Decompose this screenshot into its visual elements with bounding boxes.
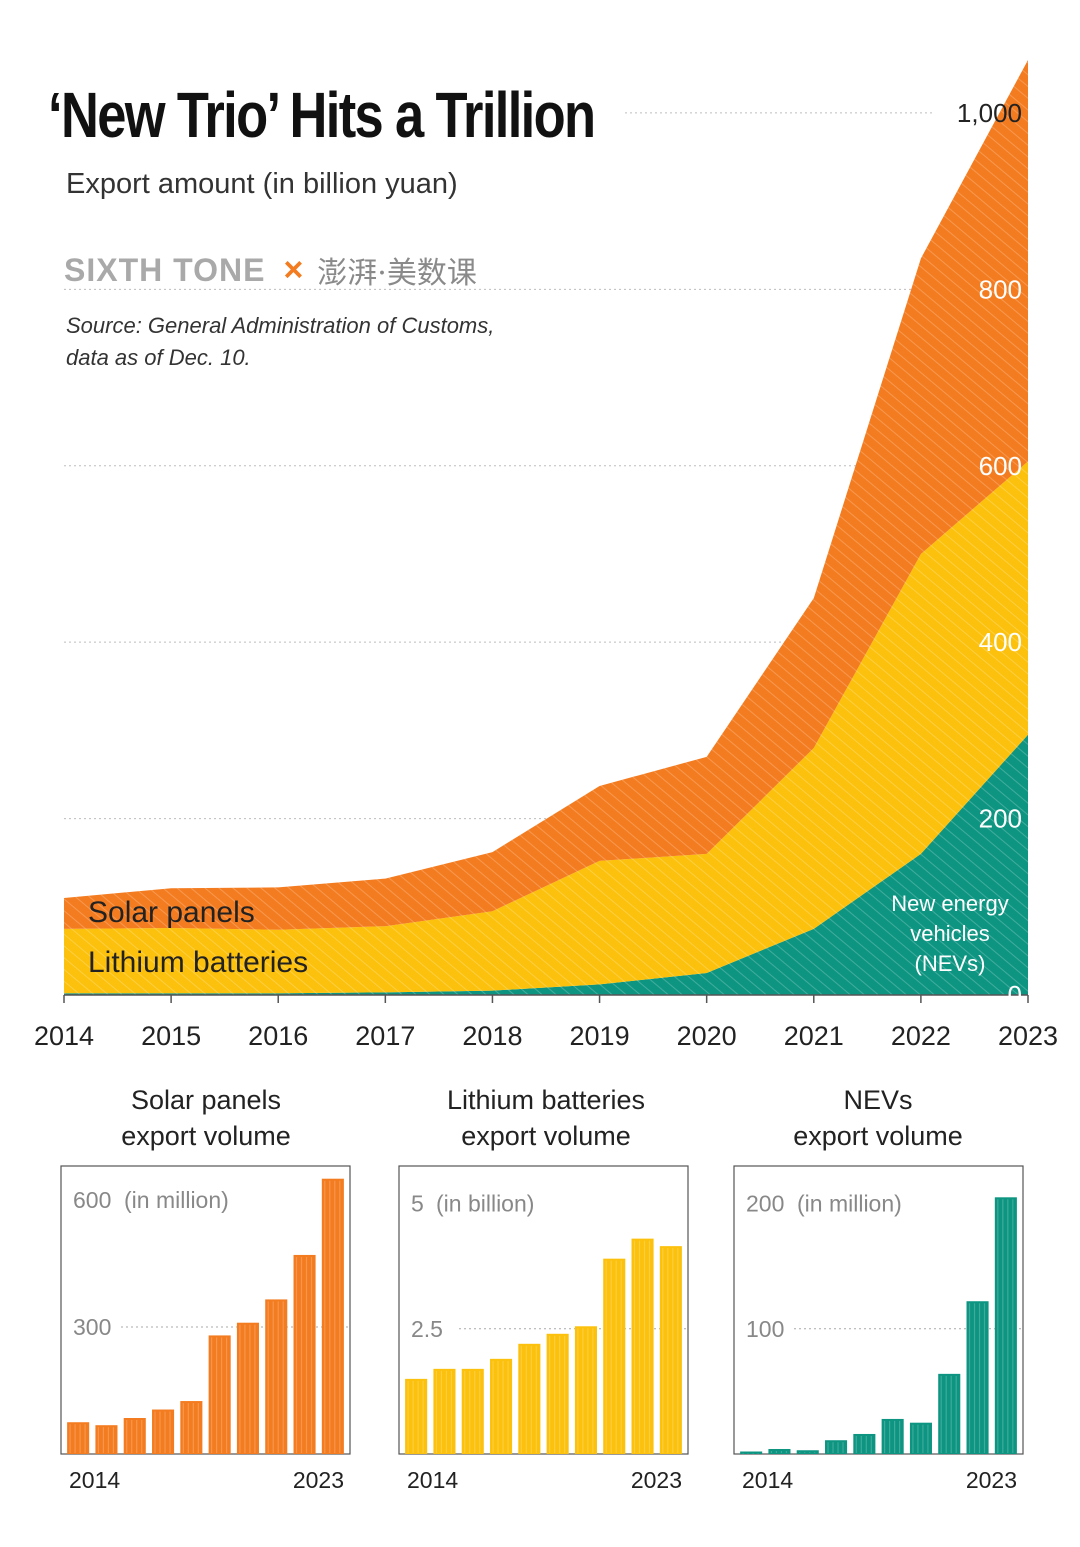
battery-volume-title: Lithium batteries export volume [396,1082,696,1154]
bar-2014 [740,1451,763,1454]
bar-2023 [321,1178,344,1454]
bar-2023 [659,1246,682,1454]
x-tick-2018: 2018 [462,1021,522,1051]
solar-volume-title: Solar panels export volume [56,1082,356,1154]
label-nev-line-2: vehicles [910,921,989,946]
bar-2022 [631,1238,654,1454]
nev-volume-bar-chart: 100 200 (in million) 2014 2023 [733,1165,1024,1493]
y-tick-600: 600 [73,1187,111,1213]
bar-2020 [574,1326,597,1454]
sixth-tone-logo: SIXTH TONE [64,251,266,288]
bar-2019 [546,1333,569,1454]
unit-label: (in billion) [436,1191,534,1217]
y-tick-100: 100 [746,1316,784,1342]
bar-2015 [95,1425,118,1454]
bar-2020 [236,1322,259,1454]
y-tick-600: 600 [979,451,1022,481]
bar-2015 [433,1368,456,1454]
bar-2019 [881,1418,904,1454]
x-tick-2015: 2015 [141,1021,201,1051]
x-tick-start: 2014 [407,1467,458,1493]
x-tick-2016: 2016 [248,1021,308,1051]
bar-2021 [603,1258,626,1454]
source-note: Source: General Administration of Custom… [66,310,494,374]
y-tick-0: 0 [1008,980,1022,1010]
battery-volume-title-line-2: export volume [461,1121,631,1151]
x-tick-2020: 2020 [677,1021,737,1051]
y-tick-labels: 0 200 400 600 800 1,000 [957,98,1022,1010]
chart-frame [733,1165,1024,1455]
solar-volume-title-line-1: Solar panels [130,1085,282,1115]
chart-subtitle: Export amount (in billion yuan) [66,168,458,200]
bar-2015 [768,1448,791,1454]
label-solar-panels: Solar panels [88,896,255,929]
brand-logos: SIXTH TONE × 澎湃·美数课 [64,248,477,292]
bar-2021 [938,1373,961,1454]
collab-x-icon: × [283,250,304,289]
battery-volume-bar-chart: 2.5 5 (in billion) 2014 2023 [398,1165,689,1493]
y-tick-300: 300 [73,1314,111,1340]
nev-volume-title-line-1: NEVs [843,1085,913,1115]
chart-frame [60,1165,351,1455]
x-tick-labels: 2014 2015 2016 2017 2018 2019 2020 2021 2022 2023 [34,995,1058,1051]
bar-2016 [123,1418,146,1454]
chart-title: ‘New Trio’ Hits a Trillion [48,79,596,151]
bar-2022 [293,1254,316,1454]
series-labels: Solar panels Lithium batteries New energy v… [88,891,1009,979]
x-tick-2022: 2022 [891,1021,951,1051]
y-tick-2-5: 2.5 [411,1316,443,1342]
nev-volume-title-line-2: export volume [793,1121,963,1151]
area-series [64,60,1028,996]
bar-2016 [461,1368,484,1454]
bar-2017 [825,1440,848,1454]
y-tick-5: 5 [411,1191,424,1217]
y-tick-800: 800 [979,274,1022,304]
battery-volume-title-line-1: Lithium batteries [446,1085,646,1115]
bar-2021 [265,1299,288,1454]
bar-2022 [966,1301,989,1454]
bar-2016 [796,1450,819,1454]
x-tick-start: 2014 [69,1467,120,1493]
bar-2014 [405,1378,428,1454]
x-tick-2019: 2019 [570,1021,630,1051]
source-line-2: data as of Dec. 10. [66,345,251,370]
x-tick-end: 2023 [966,1467,1017,1493]
y-tick-1000: 1,000 [957,98,1022,128]
bar-2023 [994,1197,1017,1454]
label-nev-line-3: (NEVs) [915,951,986,976]
x-tick-2014: 2014 [34,1021,94,1051]
x-tick-2017: 2017 [355,1021,415,1051]
bar-2017 [490,1358,513,1454]
bar-2014 [67,1422,90,1454]
solar-volume-title-line-2: export volume [121,1121,291,1151]
bar-2017 [152,1409,175,1454]
the-paper-logo: 澎湃·美数课 [317,256,477,291]
area-texture-new-energy-vehicles-nevs [64,734,1028,995]
x-tick-2023: 2023 [998,1021,1058,1051]
bar-2019 [208,1335,231,1454]
bar-2018 [180,1401,203,1454]
x-tick-2021: 2021 [784,1021,844,1051]
label-nev-line-1: New energy [891,891,1008,916]
bar-2018 [853,1433,876,1454]
solar-volume-bar-chart: 300 600 (in million) 2014 2023 [60,1165,351,1493]
y-tick-200: 200 [746,1191,784,1217]
x-tick-end: 2023 [631,1467,682,1493]
area-texture-solar-panels [64,60,1028,930]
unit-label: (in million) [124,1187,229,1213]
unit-label: (in million) [797,1191,902,1217]
y-tick-200: 200 [979,804,1022,834]
area-texture-lithium-batteries [64,461,1028,994]
x-tick-start: 2014 [742,1467,793,1493]
bar-2018 [518,1343,541,1454]
y-tick-400: 400 [979,627,1022,657]
source-line-1: Source: General Administration of Custom… [66,313,495,338]
label-lithium-batteries: Lithium batteries [88,946,308,979]
bar-2020 [909,1422,932,1454]
x-tick-end: 2023 [293,1467,344,1493]
chart-frame [398,1165,689,1455]
nev-volume-title: NEVs export volume [728,1082,1028,1154]
